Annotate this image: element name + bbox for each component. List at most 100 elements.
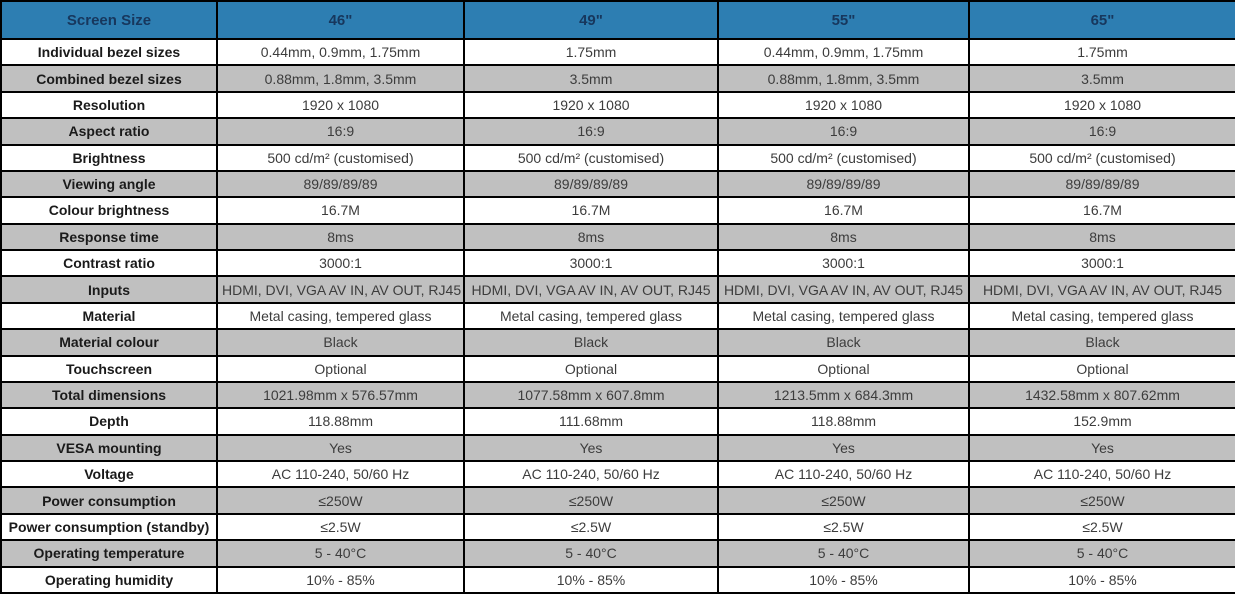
row-label: Power consumption xyxy=(0,486,218,515)
spec-value-cell: ≤2.5W xyxy=(717,512,970,542)
table-row: Total dimensions 1021.98mm x 576.57mm 1077… xyxy=(0,380,1235,410)
table-row: Material colour Black Black Black Black xyxy=(0,328,1235,357)
spec-value-cell: 16:9 xyxy=(717,117,970,146)
table-row: Operating temperature 5 - 40°C 5 - 40°C 5 -… xyxy=(0,539,1235,568)
table-row: Resolution 1920 x 1080 1920 x 1080 1920 x 1… xyxy=(0,90,1235,120)
spec-value-cell: 1920 x 1080 xyxy=(717,90,970,120)
row-label: Combined bezel sizes xyxy=(0,64,218,93)
row-label: Operating humidity xyxy=(0,565,218,594)
spec-value-cell: Yes xyxy=(463,433,719,463)
spec-value-cell: 89/89/89/89 xyxy=(968,169,1235,199)
spec-value-cell: 89/89/89/89 xyxy=(216,169,465,199)
row-label: Voltage xyxy=(0,459,218,489)
spec-value-cell: 1432.58mm x 807.62mm xyxy=(968,380,1235,410)
spec-value-cell: 3000:1 xyxy=(968,248,1235,278)
spec-value-cell: HDMI, DVI, VGA AV IN, AV OUT, RJ45 xyxy=(717,275,970,304)
spec-value-cell: Optional xyxy=(968,354,1235,383)
spec-value-cell: HDMI, DVI, VGA AV IN, AV OUT, RJ45 xyxy=(216,275,465,304)
row-label: Contrast ratio xyxy=(0,248,218,278)
spec-value-cell: 500 cd/m² (customised) xyxy=(216,143,465,172)
table-row: Power consumption (standby) ≤2.5W ≤2.5W ≤2.… xyxy=(0,512,1235,542)
spec-value-cell: AC 110-240, 50/60 Hz xyxy=(968,459,1235,489)
spec-value-cell: 1.75mm xyxy=(463,37,719,67)
row-label: Response time xyxy=(0,222,218,252)
spec-value-cell: AC 110-240, 50/60 Hz xyxy=(216,459,465,489)
spec-value-cell: 3.5mm xyxy=(463,64,719,93)
spec-value-cell: 0.44mm, 0.9mm, 1.75mm xyxy=(717,37,970,67)
spec-value-cell: 500 cd/m² (customised) xyxy=(463,143,719,172)
spec-value-cell: 1021.98mm x 576.57mm xyxy=(216,380,465,410)
table-header-row: Screen Size 46" 49" 55" 65" xyxy=(0,0,1235,40)
spec-value-cell: 0.88mm, 1.8mm, 3.5mm xyxy=(216,64,465,93)
spec-value-cell: Yes xyxy=(216,433,465,463)
spec-value-cell: 1213.5mm x 684.3mm xyxy=(717,380,970,410)
row-label: Brightness xyxy=(0,143,218,172)
row-label: Aspect ratio xyxy=(0,117,218,146)
table-row: Voltage AC 110-240, 50/60 Hz AC 110-240, 5… xyxy=(0,459,1235,489)
spec-value-cell: 152.9mm xyxy=(968,407,1235,436)
spec-value-cell: 16.7M xyxy=(463,196,719,225)
spec-value-cell: 8ms xyxy=(216,222,465,252)
table-row: Depth 118.88mm 111.68mm 118.88mm 152.9mm xyxy=(0,407,1235,436)
row-label: Viewing angle xyxy=(0,169,218,199)
spec-value-cell: 3000:1 xyxy=(216,248,465,278)
table-row: Material Metal casing, tempered glass Meta… xyxy=(0,301,1235,331)
row-label: Touchscreen xyxy=(0,354,218,383)
row-label: Total dimensions xyxy=(0,380,218,410)
table-row: Response time 8ms 8ms 8ms 8ms xyxy=(0,222,1235,252)
spec-value-cell: Optional xyxy=(463,354,719,383)
table-row: Colour brightness 16.7M 16.7M 16.7M 16.7M xyxy=(0,196,1235,225)
row-label: Power consumption (standby) xyxy=(0,512,218,542)
header-screen-size: Screen Size xyxy=(0,0,218,40)
spec-value-cell: 89/89/89/89 xyxy=(463,169,719,199)
table-row: Aspect ratio 16:9 16:9 16:9 16:9 xyxy=(0,117,1235,146)
table-row: Inputs HDMI, DVI, VGA AV IN, AV OUT, RJ45… xyxy=(0,275,1235,304)
spec-value-cell: Black xyxy=(968,328,1235,357)
spec-value-cell: Metal casing, tempered glass xyxy=(968,301,1235,331)
spec-value-cell: Yes xyxy=(717,433,970,463)
spec-value-cell: 1920 x 1080 xyxy=(463,90,719,120)
row-label: Operating temperature xyxy=(0,539,218,568)
spec-value-cell: 3000:1 xyxy=(717,248,970,278)
row-label: Inputs xyxy=(0,275,218,304)
header-col-55: 55" xyxy=(717,0,970,40)
spec-value-cell: 5 - 40°C xyxy=(968,539,1235,568)
spec-value-cell: ≤250W xyxy=(968,486,1235,515)
table-row: Contrast ratio 3000:1 3000:1 3000:1 3000:1 xyxy=(0,248,1235,278)
spec-value-cell: AC 110-240, 50/60 Hz xyxy=(463,459,719,489)
spec-value-cell: 16.7M xyxy=(968,196,1235,225)
spec-value-cell: 500 cd/m² (customised) xyxy=(717,143,970,172)
spec-value-cell: 118.88mm xyxy=(717,407,970,436)
header-col-49: 49" xyxy=(463,0,719,40)
spec-value-cell: Metal casing, tempered glass xyxy=(216,301,465,331)
spec-value-cell: 5 - 40°C xyxy=(216,539,465,568)
row-label: Material xyxy=(0,301,218,331)
spec-value-cell: 8ms xyxy=(717,222,970,252)
spec-value-cell: 1920 x 1080 xyxy=(968,90,1235,120)
spec-value-cell: Metal casing, tempered glass xyxy=(463,301,719,331)
spec-value-cell: ≤250W xyxy=(717,486,970,515)
spec-value-cell: 89/89/89/89 xyxy=(717,169,970,199)
row-label: Colour brightness xyxy=(0,196,218,225)
row-label: VESA mounting xyxy=(0,433,218,463)
spec-value-cell: 10% - 85% xyxy=(717,565,970,594)
spec-value-cell: ≤2.5W xyxy=(968,512,1235,542)
spec-value-cell: 1920 x 1080 xyxy=(216,90,465,120)
spec-value-cell: Yes xyxy=(968,433,1235,463)
spec-value-cell: 500 cd/m² (customised) xyxy=(968,143,1235,172)
spec-value-cell: ≤2.5W xyxy=(216,512,465,542)
header-col-65: 65" xyxy=(968,0,1235,40)
spec-value-cell: ≤2.5W xyxy=(463,512,719,542)
spec-value-cell: 1.75mm xyxy=(968,37,1235,67)
spec-value-cell: 3000:1 xyxy=(463,248,719,278)
spec-value-cell: Black xyxy=(717,328,970,357)
spec-value-cell: 16.7M xyxy=(216,196,465,225)
table-row: VESA mounting Yes Yes Yes Yes xyxy=(0,433,1235,463)
header-col-46: 46" xyxy=(216,0,465,40)
table-row: Individual bezel sizes 0.44mm, 0.9mm, 1.7… xyxy=(0,37,1235,67)
spec-value-cell: 118.88mm xyxy=(216,407,465,436)
row-label: Material colour xyxy=(0,328,218,357)
spec-value-cell: Black xyxy=(216,328,465,357)
spec-value-cell: 0.44mm, 0.9mm, 1.75mm xyxy=(216,37,465,67)
spec-value-cell: 5 - 40°C xyxy=(717,539,970,568)
